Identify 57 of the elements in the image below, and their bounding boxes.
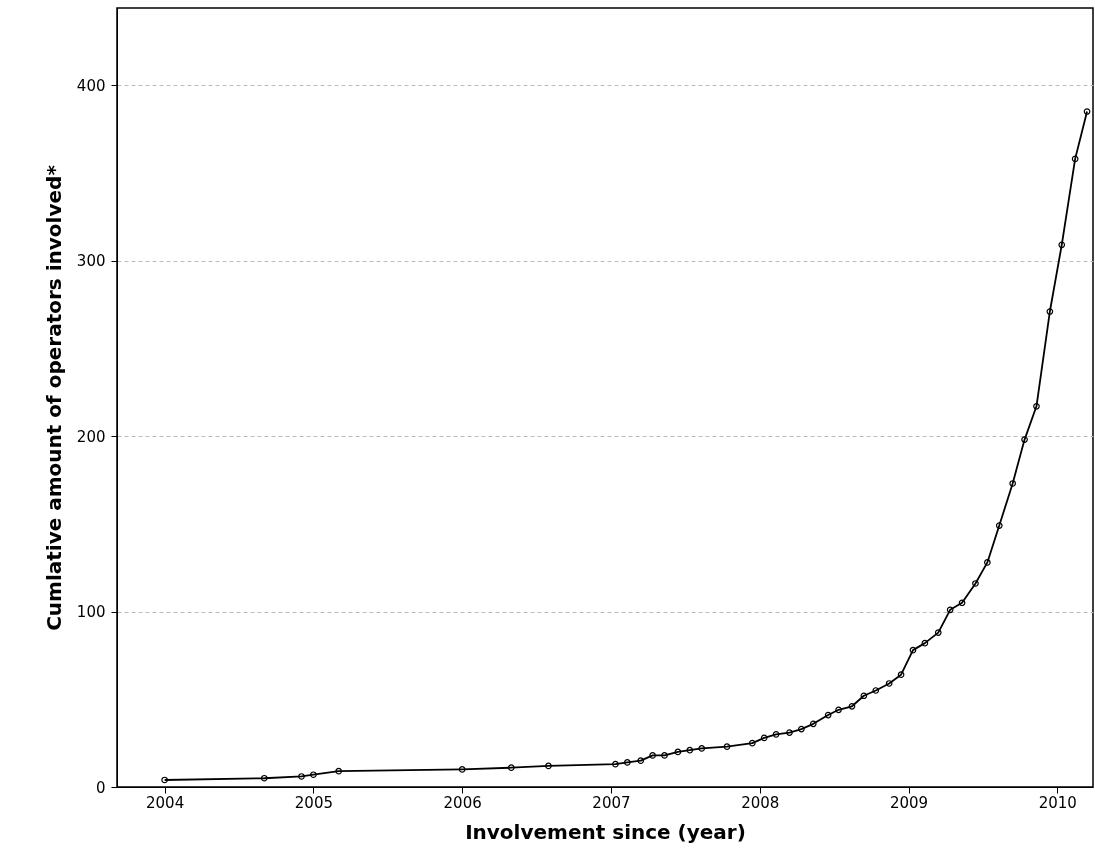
- x-axis-title: Involvement since (year): [465, 819, 746, 844]
- point: [984, 559, 991, 566]
- point: [946, 606, 954, 614]
- x-tick-label: 2007: [592, 793, 631, 812]
- point: [686, 746, 694, 754]
- point: [995, 522, 1003, 529]
- point: [612, 760, 619, 768]
- point: [298, 773, 305, 780]
- point: [310, 771, 317, 779]
- point: [958, 599, 966, 607]
- y-tick-label: 200: [76, 427, 106, 446]
- point: [824, 711, 832, 719]
- point: [1033, 402, 1040, 410]
- point: [885, 680, 893, 687]
- point: [1071, 155, 1079, 163]
- point: [772, 731, 780, 738]
- point: [1021, 436, 1028, 443]
- point: [458, 766, 466, 773]
- point: [698, 745, 706, 752]
- point: [809, 720, 817, 728]
- point: [798, 725, 805, 733]
- point: [335, 767, 343, 775]
- point: [260, 774, 268, 782]
- point: [909, 646, 917, 654]
- point: [872, 687, 880, 694]
- point: [972, 580, 979, 587]
- point: [760, 734, 768, 742]
- x-tick-label: 2005: [294, 793, 333, 812]
- point: [545, 762, 552, 770]
- point: [649, 752, 656, 759]
- x-tick-label: 2004: [146, 793, 185, 812]
- y-tick-label: 100: [76, 603, 106, 622]
- point: [860, 692, 868, 700]
- point: [848, 702, 856, 710]
- x-tick-label: 2010: [1038, 793, 1077, 812]
- point: [723, 743, 731, 750]
- x-tick-label: 2006: [443, 793, 482, 812]
- x-tick-label: 2008: [741, 793, 780, 812]
- point: [1046, 308, 1054, 315]
- point: [897, 671, 905, 679]
- y-tick-label: 400: [76, 76, 106, 95]
- point: [748, 739, 756, 747]
- y-tick-label: 300: [76, 252, 106, 271]
- point: [921, 639, 929, 647]
- point: [623, 759, 631, 766]
- point: [786, 729, 793, 736]
- point: [1058, 241, 1066, 249]
- point: [1009, 480, 1016, 487]
- y-axis-title: Cumlative amount of operators involved*: [41, 164, 66, 631]
- point: [661, 752, 668, 759]
- point: [507, 764, 515, 772]
- x-tick-label: 2009: [889, 793, 929, 812]
- point: [674, 748, 682, 756]
- y-tick-label: 0: [95, 778, 106, 797]
- point: [835, 706, 842, 714]
- point: [637, 757, 645, 765]
- point: [934, 629, 942, 636]
